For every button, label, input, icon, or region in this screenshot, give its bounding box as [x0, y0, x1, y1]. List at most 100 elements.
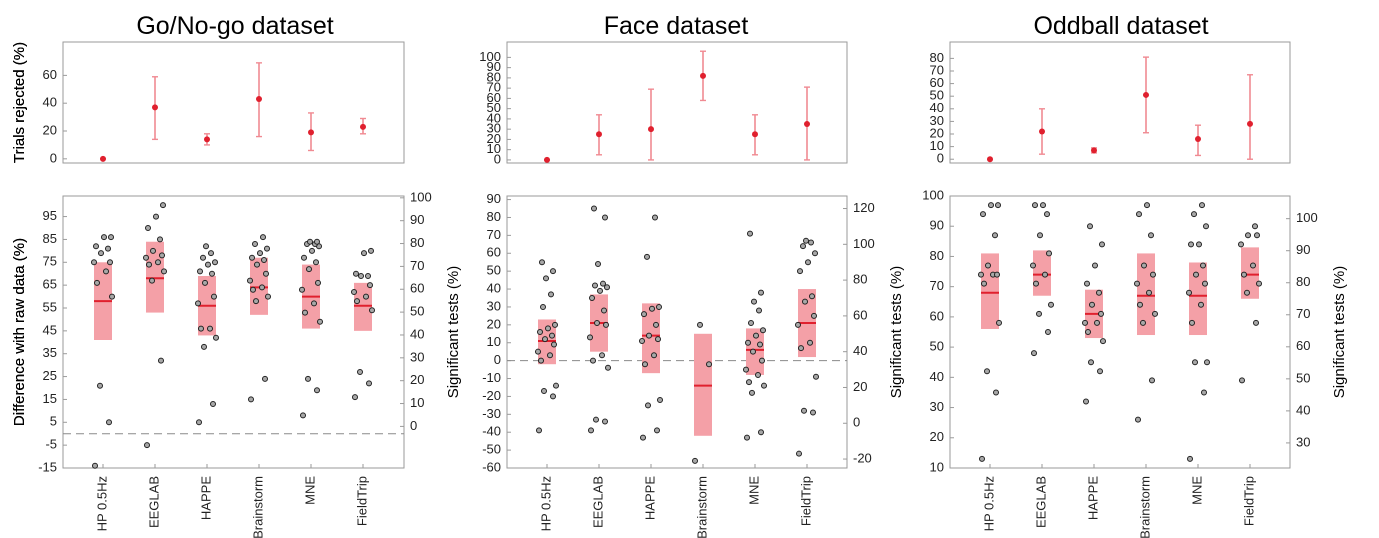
subject-point [209, 270, 215, 277]
subject-point [1030, 262, 1036, 269]
subject-point [761, 382, 767, 389]
subject-point [210, 401, 216, 407]
subject-point [994, 271, 1000, 278]
subject-point [595, 261, 601, 267]
subject-point [538, 357, 544, 364]
subject-point [144, 442, 150, 449]
subject-point [202, 279, 208, 286]
mean-point [256, 96, 262, 103]
y-tick-label: 60 [930, 75, 944, 90]
subject-point [149, 277, 155, 284]
subject-point [107, 259, 113, 266]
subject-point [744, 434, 750, 441]
subject-point [109, 293, 115, 300]
subject-point [367, 282, 373, 289]
subject-point [1188, 241, 1194, 248]
y-tick-label: 90 [487, 59, 501, 74]
y-tick-label: 20 [487, 316, 501, 331]
subject-point [802, 298, 808, 305]
y-tick-label: 10 [930, 459, 944, 474]
subject-point [545, 325, 551, 332]
subject-point [810, 409, 816, 416]
y-right-tick-label: 40 [410, 326, 424, 341]
mean-point [752, 131, 758, 138]
mean-point [1143, 91, 1149, 98]
subject-point [995, 202, 1001, 209]
y-right-tick-label: 0 [853, 415, 860, 430]
y-right-tick-label: 80 [410, 235, 424, 250]
subject-point [1250, 262, 1256, 269]
subject-point [653, 321, 659, 328]
subject-point [587, 334, 593, 341]
subject-point [1198, 301, 1204, 308]
y-tick-label: 50 [487, 100, 501, 115]
subject-point [641, 311, 647, 318]
subject-point [200, 254, 206, 261]
y-tick-label: 80 [930, 248, 944, 263]
mean-point [1091, 147, 1097, 154]
subject-point [361, 250, 367, 257]
subject-point [808, 239, 814, 246]
subject-point [106, 419, 112, 426]
subject-point [797, 268, 803, 275]
y-right-tick-label: 20 [410, 372, 424, 387]
mean-point [987, 156, 993, 163]
subject-point [600, 280, 606, 287]
y-tick-label: 85 [43, 231, 57, 246]
x-tick-label: EEGLAB [590, 476, 605, 528]
y-tick-label: 45 [43, 322, 57, 337]
subject-point [315, 279, 321, 286]
subject-point [1152, 310, 1158, 317]
subject-point [160, 202, 166, 209]
subject-point [1100, 338, 1106, 345]
x-tick-label: HAPPE [642, 476, 657, 520]
x-tick-label: Brainstorm [250, 476, 265, 538]
subject-point [753, 332, 759, 339]
y-tick-label: 5 [50, 414, 57, 429]
subject-point [805, 259, 811, 266]
y-right-axis-label: Significant tests (%) [1331, 266, 1348, 399]
x-tick-label: EEGLAB [146, 476, 161, 528]
subject-point [1136, 211, 1142, 218]
subject-point [257, 250, 263, 257]
y-tick-label: 75 [43, 254, 57, 269]
x-tick-label: HP 0.5Hz [981, 476, 996, 531]
subject-point [541, 388, 547, 395]
subject-point [1241, 271, 1247, 278]
subject-point [92, 462, 98, 469]
subject-point [651, 352, 657, 359]
y-right-tick-label: 80 [853, 272, 867, 287]
subject-point [553, 382, 559, 389]
subject-point [369, 307, 375, 314]
subject-point [1098, 310, 1104, 317]
subject-point [602, 418, 608, 425]
y-tick-label: 40 [487, 110, 501, 125]
y-right-tick-label: 80 [1296, 274, 1310, 289]
y-tick-label: 100 [922, 187, 944, 202]
x-tick-label: FieldTrip [798, 476, 813, 526]
y-tick-label: 55 [43, 299, 57, 314]
subject-point [351, 289, 357, 295]
subject-point [540, 303, 546, 310]
subject-point [207, 325, 213, 332]
y-right-tick-label: 120 [853, 200, 875, 215]
panel-title: Oddball dataset [1033, 12, 1208, 40]
y-right-tick-label: 70 [410, 258, 424, 273]
y-axis-label: Difference with raw data (%) [11, 238, 28, 426]
mean-point [360, 123, 366, 130]
subject-point [1256, 280, 1262, 287]
subject-point [1045, 329, 1051, 335]
y-tick-label: 70 [487, 227, 501, 242]
subject-point [706, 361, 712, 368]
y-tick-label: 25 [43, 368, 57, 383]
subject-point [265, 293, 271, 300]
subject-point [639, 337, 645, 344]
interquartile-bar [354, 282, 372, 331]
subject-point [94, 279, 100, 286]
subject-point [803, 237, 809, 244]
subject-point [1146, 289, 1152, 296]
subject-point [1253, 319, 1259, 326]
subject-point [590, 357, 596, 364]
y-right-tick-label: 50 [410, 304, 424, 319]
subject-point [552, 321, 558, 328]
